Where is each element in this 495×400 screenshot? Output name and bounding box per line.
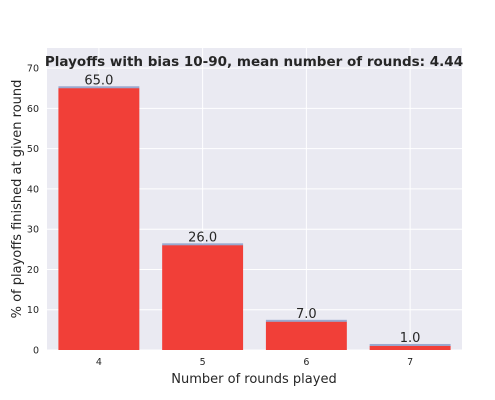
y-tick-label: 50 — [27, 144, 39, 155]
x-axis-label: Number of rounds played — [171, 372, 336, 387]
bar-cap — [162, 243, 244, 246]
y-tick-label: 20 — [27, 265, 39, 276]
bar-cap — [265, 319, 347, 323]
bar-value-label: 26.0 — [188, 230, 217, 245]
bars — [58, 86, 451, 351]
y-tick-label: 40 — [27, 184, 39, 195]
bar-labels: 65.0 26.0 7.0 1.0 — [84, 73, 420, 346]
x-tick-label: 5 — [200, 357, 206, 368]
y-tick-label: 0 — [33, 346, 39, 357]
chart-title: Playoffs with bias 10-90, mean number of… — [45, 54, 463, 70]
bar — [162, 245, 244, 350]
bar-value-label: 1.0 — [400, 331, 421, 346]
bar — [265, 321, 347, 350]
bar-cap — [58, 86, 140, 89]
x-tick-label: 4 — [96, 357, 102, 368]
bar-value-label: 65.0 — [84, 73, 113, 88]
x-tick-label: 6 — [303, 357, 309, 368]
y-tick-label: 10 — [27, 305, 39, 316]
y-tick-label: 60 — [27, 104, 39, 115]
bar — [58, 88, 140, 351]
x-tick-label: 7 — [407, 357, 413, 368]
bar — [369, 345, 451, 350]
y-tick-labels: 0 10 20 30 40 50 60 70 — [27, 64, 39, 357]
y-tick-label: 30 — [27, 225, 39, 236]
y-tick-label: 70 — [27, 64, 39, 75]
y-axis-label: % of playoffs finished at given round — [10, 80, 25, 319]
bar-cap — [369, 343, 451, 347]
x-tick-labels: 4 5 6 7 — [96, 357, 413, 368]
bar-value-label: 7.0 — [296, 307, 317, 322]
